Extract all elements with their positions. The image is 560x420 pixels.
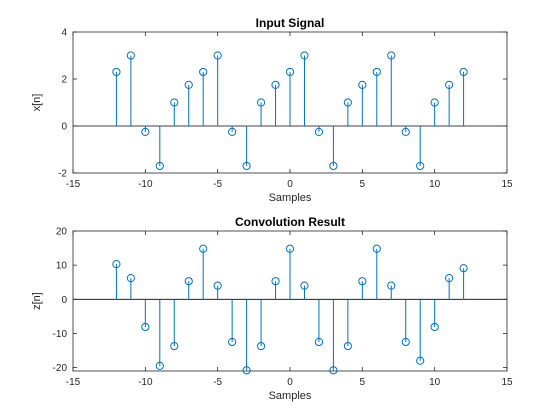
input-signal-stem-marker [401,127,410,136]
convolution-result-stem-marker [170,341,179,351]
convolution-result-stem-marker [199,244,208,253]
input-signal-stem-marker [228,127,237,136]
convolution-result-ytick-label: 20 [56,227,68,238]
input-signal-stem-marker [199,67,208,77]
convolution-result-xtick-label: 0 [287,377,293,388]
input-signal-stem-marker [170,98,179,107]
input-signal-title: Input Signal [256,16,325,30]
convolution-result-ytick-label: -20 [53,363,68,374]
input-signal-ylabel: x[n] [31,94,43,112]
convolution-result-stem-marker [213,281,222,290]
input-signal-ytick-label: 0 [61,122,67,133]
convolution-result-stem-marker [314,337,324,347]
input-signal-stem-marker [271,80,280,89]
input-signal-stem-marker [372,67,381,77]
input-signal-stem-marker [242,161,251,171]
input-signal-stem-marker [184,80,193,89]
input-signal-stem-marker [126,51,135,60]
convolution-result-stem-marker [372,244,381,253]
convolution-result-xtick-label: 5 [360,377,366,388]
input-signal-stem-marker [445,80,454,89]
input-signal-ytick-label: 2 [61,75,67,86]
convolution-result-stem-marker [416,356,425,365]
convolution-result-ylabel: z[n] [31,292,43,310]
input-signal-xtick-label: 5 [360,179,366,190]
convolution-result-stem-marker [271,277,280,286]
convolution-result-stem-marker [242,366,251,375]
convolution-result-stem-marker [300,281,309,290]
input-signal-stem-marker [358,80,367,89]
convolution-result-xlabel: Samples [269,390,312,402]
convolution-result-stem-marker [256,341,266,351]
convolution-result-stem-marker [445,274,454,283]
convolution-result-stem-marker [459,264,468,273]
input-signal-stem-marker [416,161,425,171]
convolution-result-xtick-label: 15 [501,377,513,388]
convolution-result-xtick-label: 10 [429,377,441,388]
convolution-result-stem-marker [155,361,164,370]
input-signal-ytick-label: 4 [61,28,67,39]
input-signal-xtick-label: 0 [287,179,293,190]
convolution-result-stem-marker [401,337,410,347]
input-signal-stem-marker [300,51,309,60]
convolution-result-stem-marker [387,281,396,290]
input-signal-stem-marker [343,98,352,107]
convolution-result-stem-marker [126,274,135,283]
input-signal-xtick-label: 10 [429,179,441,190]
convolution-result-stem-marker [141,322,150,332]
input-signal-ytick-label: -2 [58,169,67,180]
input-signal-stem-marker [213,51,222,60]
convolution-result-ytick-label: 0 [61,295,67,306]
convolution-result-xtick-label: -15 [66,377,81,388]
convolution-result-stem-marker [184,277,193,286]
input-signal-stem-marker [430,98,439,107]
input-signal-stem-marker [285,67,295,77]
input-signal-xtick-label: -10 [138,179,153,190]
input-signal-stem-marker [329,161,338,171]
input-signal-stem-marker [155,161,164,171]
input-signal-xtick-label: -5 [213,179,222,190]
convolution-result-plot: -15 -10 -5 0 5 10 15 -20 -10 0 10 20 Convolution Res… [31,215,513,402]
input-signal-plot: -15 -10 -5 0 5 10 15 -2 0 2 4 Input Signal Samples x[… [31,16,513,204]
convolution-result-stem-marker [228,337,237,347]
input-signal-xlabel: Samples [269,192,312,204]
convolution-result-xtick-label: -5 [213,377,222,388]
convolution-result-ytick-label: -10 [53,329,68,340]
input-signal-stem-marker [256,98,266,107]
input-signal-stem-marker [459,67,468,77]
input-signal-stem-marker [314,127,324,136]
convolution-result-title: Convolution Result [235,215,345,229]
convolution-result-xtick-label: -10 [138,377,153,388]
input-signal-stem-marker [112,67,121,77]
input-signal-stem-marker [387,51,396,60]
convolution-result-stem-marker [329,366,338,375]
input-signal-stem-marker [141,127,150,136]
convolution-result-ytick-label: 10 [56,261,68,272]
convolution-result-stem-marker [430,322,439,332]
convolution-result-stem-marker [358,277,367,286]
input-signal-xtick-label: 15 [501,179,513,190]
input-signal-xtick-label: -15 [66,179,81,190]
convolution-result-stem-marker [112,260,121,269]
convolution-result-stem-marker [343,341,352,351]
convolution-result-stem-marker [285,244,295,253]
